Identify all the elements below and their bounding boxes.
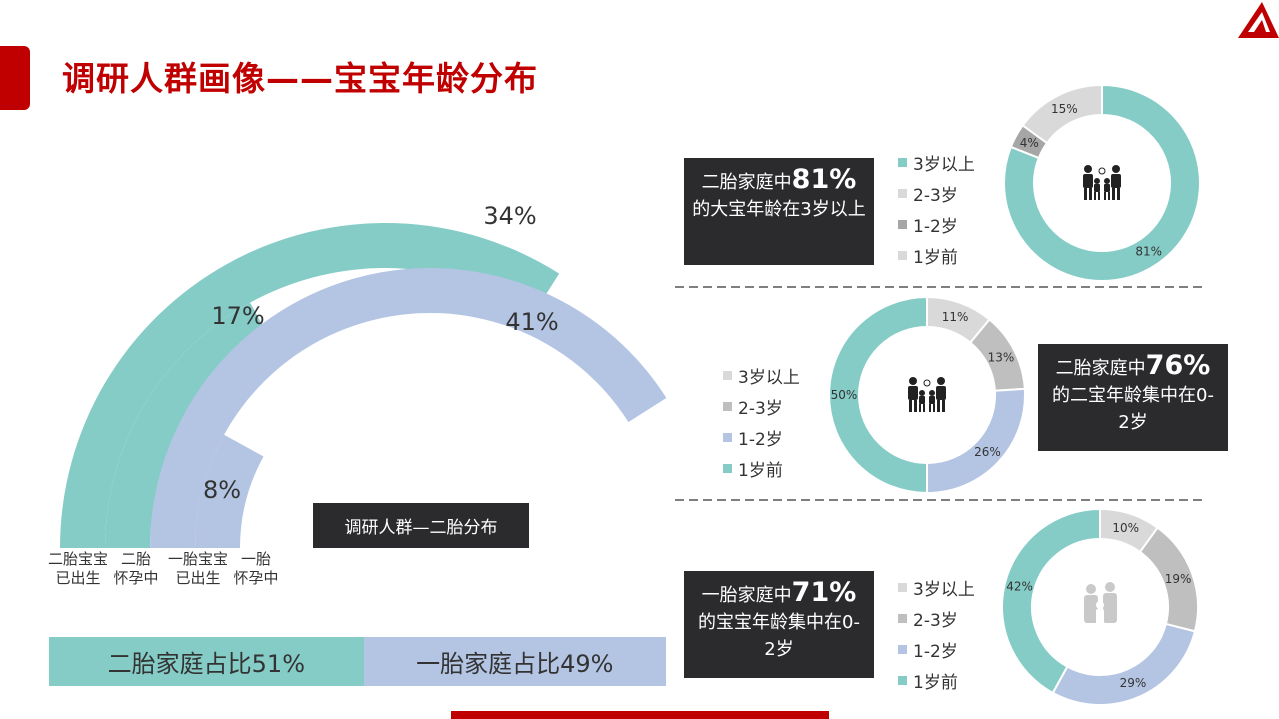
- legend-item: 1-2岁: [723, 422, 800, 453]
- title-accent-tab: [0, 46, 30, 110]
- donut-slice: [1001, 507, 1101, 695]
- arc-value-label: 17%: [211, 302, 265, 330]
- arc-value-label: 41%: [505, 308, 559, 336]
- legend-item: 1-2岁: [898, 634, 975, 665]
- donut-slice: [1003, 83, 1201, 282]
- callout-box-2: 二胎家庭中76% 的二宝年龄集中在0-2岁: [1038, 344, 1228, 451]
- family-of-four-icon: [908, 377, 946, 412]
- arc-value-label: 34%: [483, 202, 537, 230]
- category-label: 一胎 怀孕中: [233, 550, 279, 587]
- legend-item: 1-2岁: [898, 209, 975, 240]
- legend-item: 2-3岁: [898, 603, 975, 634]
- donut-slice-label: 11%: [942, 310, 969, 324]
- legend-item: 1岁前: [898, 240, 975, 271]
- brand-logo-icon: [1238, 2, 1279, 38]
- legend-item: 3岁以上: [898, 147, 975, 178]
- donut-slice-label: 26%: [974, 445, 1001, 459]
- donut-slice: [926, 387, 1026, 495]
- category-label: 一胎宝宝 已出生: [167, 550, 228, 587]
- donut-slice-label: 15%: [1051, 102, 1078, 116]
- category-label: 二胎宝宝 已出生: [47, 550, 108, 587]
- donut-slice: [1021, 83, 1103, 145]
- arc-bar: [195, 434, 264, 548]
- legend-item: 1岁前: [898, 665, 975, 696]
- legend-item: 3岁以上: [723, 360, 800, 391]
- page-title: 调研人群画像——宝宝年龄分布: [62, 59, 538, 98]
- arc-bar: [150, 268, 667, 548]
- donut-slice-label: 29%: [1120, 676, 1147, 690]
- donut-slice: [828, 295, 928, 495]
- donut-slice-label: 42%: [1006, 579, 1033, 593]
- legend-item: 2-3岁: [898, 178, 975, 209]
- donut-slice-label: 10%: [1112, 521, 1139, 535]
- donut-slice-label: 50%: [831, 388, 858, 402]
- footer-accent-bar: [451, 711, 829, 719]
- arc-bar: [60, 222, 560, 548]
- donut-slice-label: 13%: [988, 350, 1015, 364]
- arc-value-label: 8%: [202, 476, 242, 504]
- legend-item: 3岁以上: [898, 572, 975, 603]
- category-label: 二胎 怀孕中: [113, 550, 159, 587]
- legend-donut-1: 3岁以上 2-3岁 1-2岁 1岁前: [898, 147, 975, 271]
- callout-box-1: 二胎家庭中81% 的大宝年龄在3岁以上: [684, 158, 874, 265]
- legend-item: 2-3岁: [723, 391, 800, 422]
- legend-donut-2: 3岁以上 2-3岁 1-2岁 1岁前: [723, 360, 800, 484]
- donut-slice: [1051, 622, 1197, 706]
- parents-with-child-icon: [1084, 582, 1117, 625]
- legend-item: 1岁前: [723, 453, 800, 484]
- legend-donut-3: 3岁以上 2-3岁 1-2岁 1岁前: [898, 572, 975, 696]
- donut-slice-label: 4%: [1020, 136, 1039, 150]
- donut-slice-label: 81%: [1135, 245, 1162, 259]
- family-share-bar: 二胎家庭占比51% 一胎家庭占比49%: [49, 637, 666, 686]
- family-of-four-icon: [1083, 165, 1121, 200]
- share-segment-two-child: 二胎家庭占比51%: [49, 637, 364, 686]
- center-label: 调研人群—二胎分布: [313, 503, 529, 548]
- donut-slice-label: 19%: [1165, 572, 1192, 586]
- callout-box-3: 一胎家庭中71% 的宝宝年龄集中在0-2岁: [684, 571, 874, 678]
- share-segment-one-child: 一胎家庭占比49%: [363, 637, 666, 686]
